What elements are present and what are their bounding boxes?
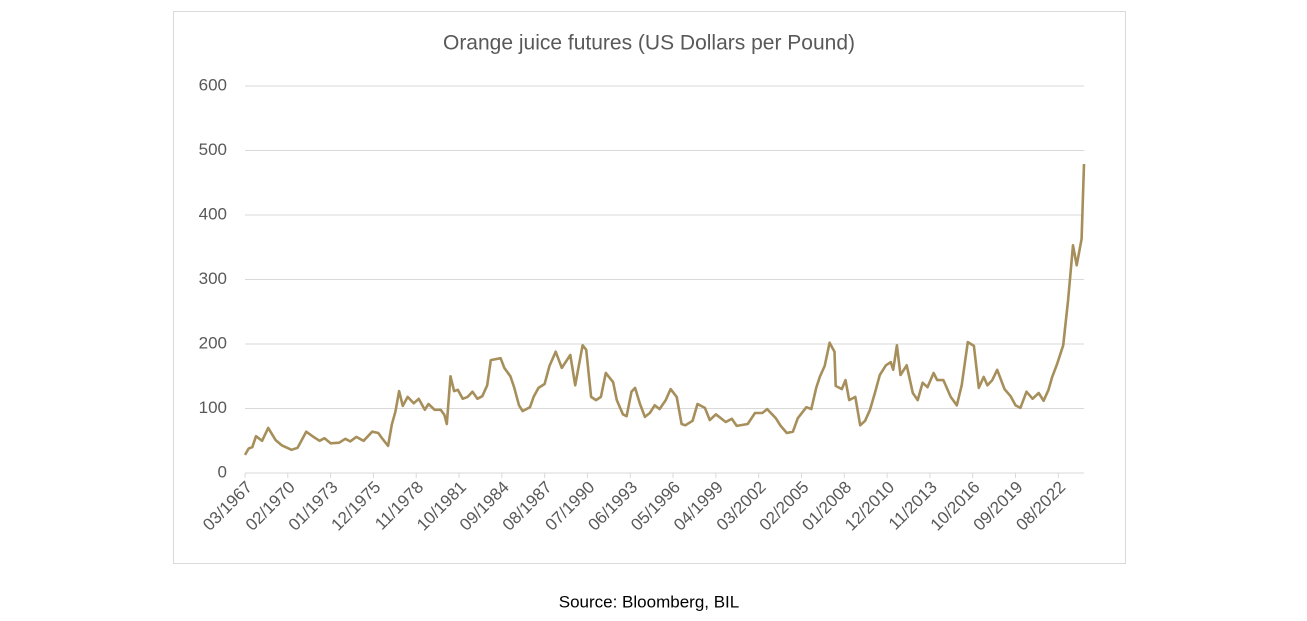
- y-tick-label: 100: [199, 398, 227, 417]
- y-tick-label: 500: [199, 140, 227, 159]
- chart-frame: [173, 11, 1126, 564]
- y-tick-label: 0: [218, 462, 227, 481]
- y-tick-label: 400: [199, 204, 227, 223]
- price-line: [243, 163, 1086, 456]
- y-tick-label: 200: [199, 333, 227, 352]
- y-tick-label: 600: [199, 75, 227, 94]
- source-caption: Source: Bloomberg, BIL: [559, 592, 739, 611]
- y-tick-label: 300: [199, 269, 227, 288]
- chart-title: Orange juice futures (US Dollars per Pou…: [443, 32, 855, 55]
